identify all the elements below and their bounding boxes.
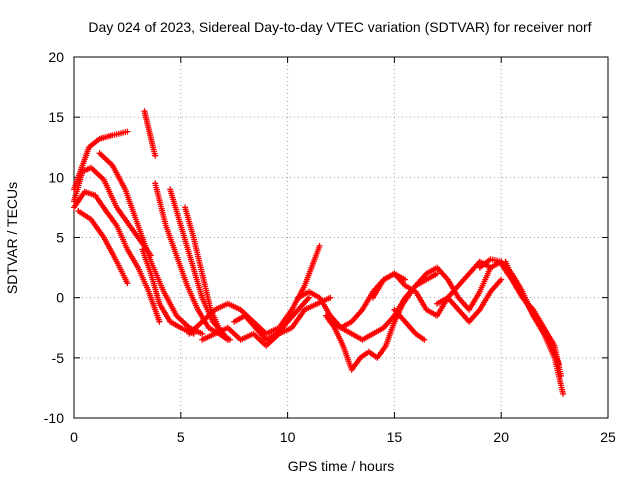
data-series: satellite track 22 — [498, 261, 564, 379]
plus-marker — [434, 270, 441, 277]
plus-marker — [421, 336, 428, 343]
plus-marker — [555, 360, 562, 367]
plus-marker — [152, 152, 159, 159]
data-series: satellite track 4 — [75, 208, 131, 287]
plus-marker — [558, 372, 564, 379]
plus-marker — [226, 336, 233, 343]
plus-marker — [306, 294, 312, 301]
data-series: satellite track 10 — [182, 204, 233, 343]
chart-title: Day 024 of 2023, Sidereal Day-to-day VTE… — [88, 19, 591, 35]
y-axis-label: SDTVAR / TECUs — [4, 182, 20, 294]
data-series: satellite track 23 — [502, 258, 562, 367]
x-tick-label: 20 — [493, 429, 509, 445]
plus-marker — [316, 242, 323, 249]
y-tick-label: 20 — [48, 49, 64, 65]
data-series: satellite track 9 — [139, 246, 197, 337]
plus-marker — [402, 276, 409, 283]
y-tick-label: -5 — [52, 350, 65, 366]
plus-marker — [156, 318, 163, 325]
x-tick-label: 5 — [177, 429, 185, 445]
x-axis-label: GPS time / hours — [288, 458, 395, 474]
plus-marker — [124, 280, 131, 287]
y-tick-label: -10 — [44, 410, 64, 426]
y-tick-label: 10 — [48, 169, 64, 185]
plus-marker — [327, 294, 334, 301]
data-series: satellite track 21 — [476, 256, 567, 397]
plus-marker — [560, 390, 567, 397]
plus-marker — [124, 128, 131, 135]
data-markers: satellite track 1satellite track 2satell… — [71, 108, 567, 397]
data-series: satellite track 1 — [71, 128, 131, 193]
data-series: satellite track 19 — [412, 264, 494, 313]
data-series: satellite track 13 — [231, 294, 312, 343]
data-series: satellite track 3 — [71, 188, 163, 325]
data-series: satellite track 6 — [141, 108, 159, 159]
axis-ticks: 0 5 10 15 20 25 -10 -5 0 5 10 15 20 — [44, 49, 616, 445]
data-series: satellite track 18 — [391, 306, 428, 343]
x-tick-label: 25 — [600, 429, 616, 445]
y-tick-label: 5 — [56, 230, 64, 246]
grid — [74, 57, 608, 418]
data-series: satellite track 5 — [96, 150, 206, 337]
plus-marker — [498, 276, 505, 283]
x-tick-label: 0 — [70, 429, 78, 445]
x-tick-label: 15 — [387, 429, 403, 445]
plus-marker — [199, 330, 206, 337]
x-tick-label: 10 — [280, 429, 296, 445]
y-tick-label: 0 — [56, 290, 64, 306]
data-series: satellite track 20 — [434, 276, 505, 325]
y-tick-label: 15 — [48, 109, 64, 125]
plus-marker — [487, 264, 494, 271]
